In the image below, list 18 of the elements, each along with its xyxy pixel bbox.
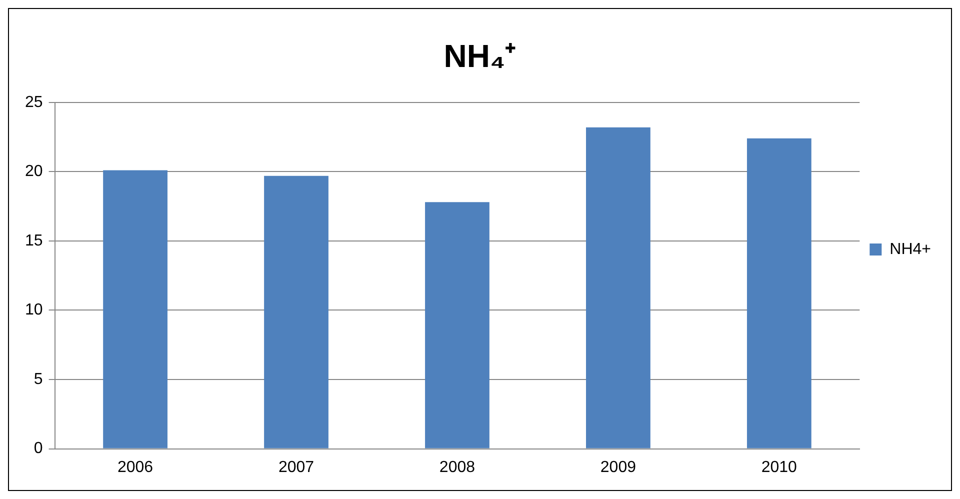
bar: [264, 176, 328, 448]
bar: [746, 138, 812, 448]
x-tick-label: 2010: [761, 458, 798, 476]
y-tick-label: 20: [25, 163, 43, 180]
y-tick-label: 15: [25, 232, 43, 250]
y-tick-label: 10: [25, 302, 43, 319]
y-tick-label: 5: [34, 370, 43, 388]
bar: [103, 170, 168, 448]
y-tick-label: 25: [25, 94, 43, 111]
x-tick-label: 2009: [600, 458, 636, 476]
x-tick-label: 2006: [117, 458, 154, 476]
y-tick-label: 0: [34, 440, 43, 458]
bar: [425, 202, 490, 448]
x-tick-label: 2008: [439, 458, 476, 476]
chart-title: NH₄⁺: [444, 38, 516, 74]
legend-label: NH4+: [890, 240, 932, 258]
bar: [586, 127, 650, 448]
x-tick-label: 2007: [278, 458, 314, 476]
